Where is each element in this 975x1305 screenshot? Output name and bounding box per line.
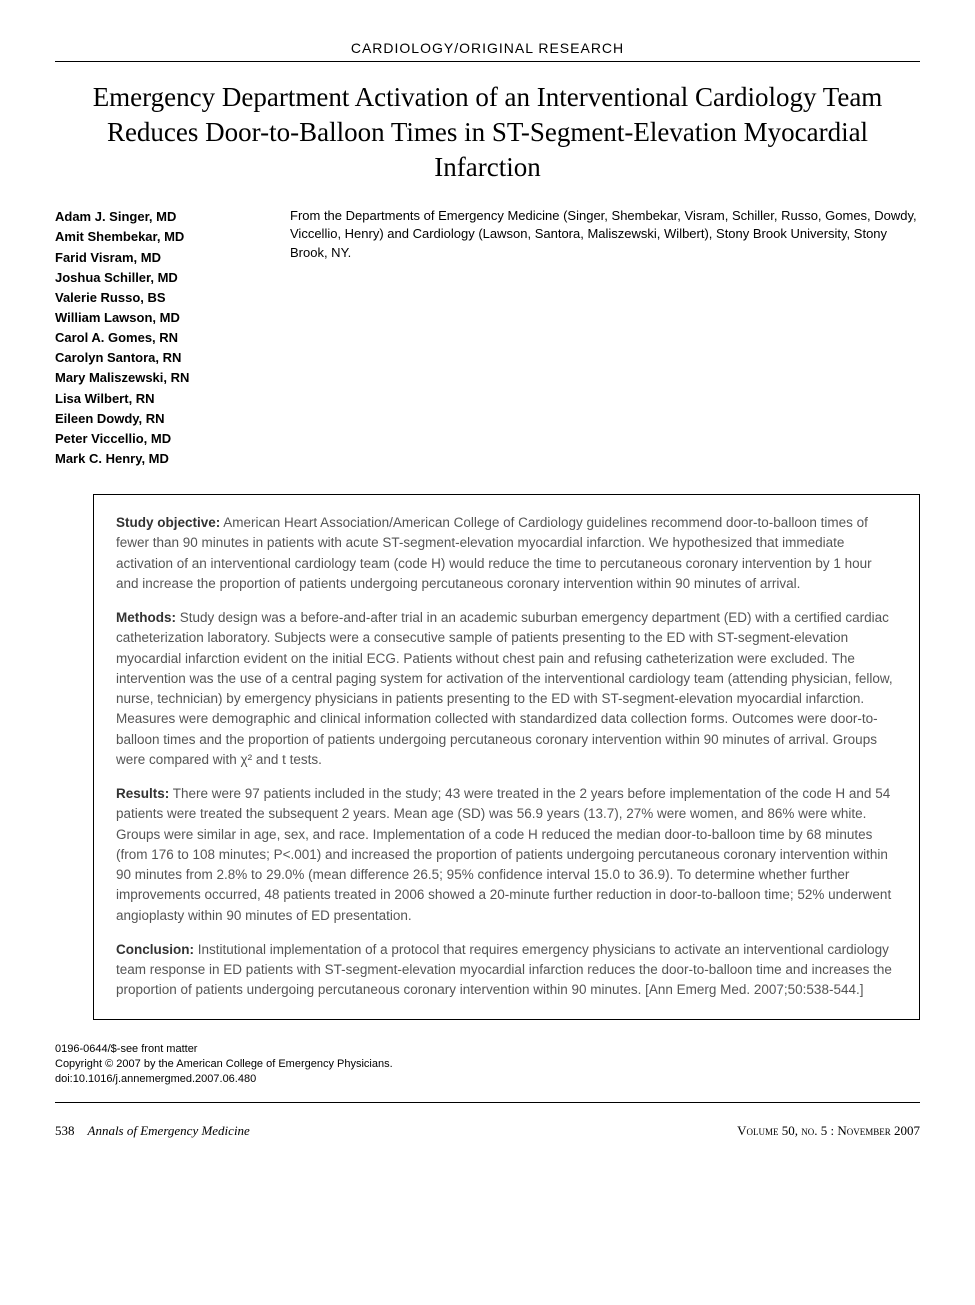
abstract-box: Study objective: American Heart Associat… (93, 494, 920, 1020)
conclusion-text: Institutional implementation of a protoc… (116, 942, 892, 998)
abstract-results: Results: There were 97 patients included… (116, 784, 897, 926)
authors-block: Adam J. Singer, MD Amit Shembekar, MD Fa… (55, 207, 920, 469)
affiliation-text: From the Departments of Emergency Medici… (290, 207, 920, 469)
page-footer-right: Volume 50, no. 5 : November 2007 (737, 1123, 920, 1139)
footer-line3: doi:10.1016/j.annemergmed.2007.06.480 (55, 1072, 920, 1087)
conclusion-label: Conclusion: (116, 942, 194, 957)
author-name: Amit Shembekar, MD (55, 227, 255, 247)
footer-line1: 0196-0644/$-see front matter (55, 1042, 920, 1057)
results-text: There were 97 patients included in the s… (116, 786, 891, 923)
authors-list: Adam J. Singer, MD Amit Shembekar, MD Fa… (55, 207, 255, 469)
abstract-conclusion: Conclusion: Institutional implementation… (116, 940, 897, 1001)
footer-info: 0196-0644/$-see front matter Copyright ©… (55, 1042, 920, 1103)
abstract-objective: Study objective: American Heart Associat… (116, 513, 897, 594)
author-name: Peter Viccellio, MD (55, 429, 255, 449)
author-name: Adam J. Singer, MD (55, 207, 255, 227)
results-label: Results: (116, 786, 169, 801)
article-title: Emergency Department Activation of an In… (55, 80, 920, 185)
author-name: Lisa Wilbert, RN (55, 389, 255, 409)
author-name: Valerie Russo, BS (55, 288, 255, 308)
footer-line2: Copyright © 2007 by the American College… (55, 1057, 920, 1072)
author-name: Mark C. Henry, MD (55, 449, 255, 469)
objective-text: American Heart Association/American Coll… (116, 515, 872, 591)
author-name: Mary Maliszewski, RN (55, 368, 255, 388)
issue-info: Volume 50, no. 5 : November 2007 (737, 1123, 920, 1138)
objective-label: Study objective: (116, 515, 220, 530)
author-name: Eileen Dowdy, RN (55, 409, 255, 429)
page-number: 538 (55, 1123, 75, 1138)
author-name: Carolyn Santora, RN (55, 348, 255, 368)
journal-name: Annals of Emergency Medicine (88, 1123, 250, 1138)
author-name: Joshua Schiller, MD (55, 268, 255, 288)
methods-text: Study design was a before-and-after tria… (116, 610, 893, 767)
methods-label: Methods: (116, 610, 176, 625)
author-name: William Lawson, MD (55, 308, 255, 328)
page-footer: 538 Annals of Emergency Medicine Volume … (55, 1123, 920, 1139)
abstract-methods: Methods: Study design was a before-and-a… (116, 608, 897, 770)
page-footer-left: 538 Annals of Emergency Medicine (55, 1123, 250, 1139)
author-name: Farid Visram, MD (55, 248, 255, 268)
author-name: Carol A. Gomes, RN (55, 328, 255, 348)
section-header: CARDIOLOGY/ORIGINAL RESEARCH (55, 40, 920, 62)
